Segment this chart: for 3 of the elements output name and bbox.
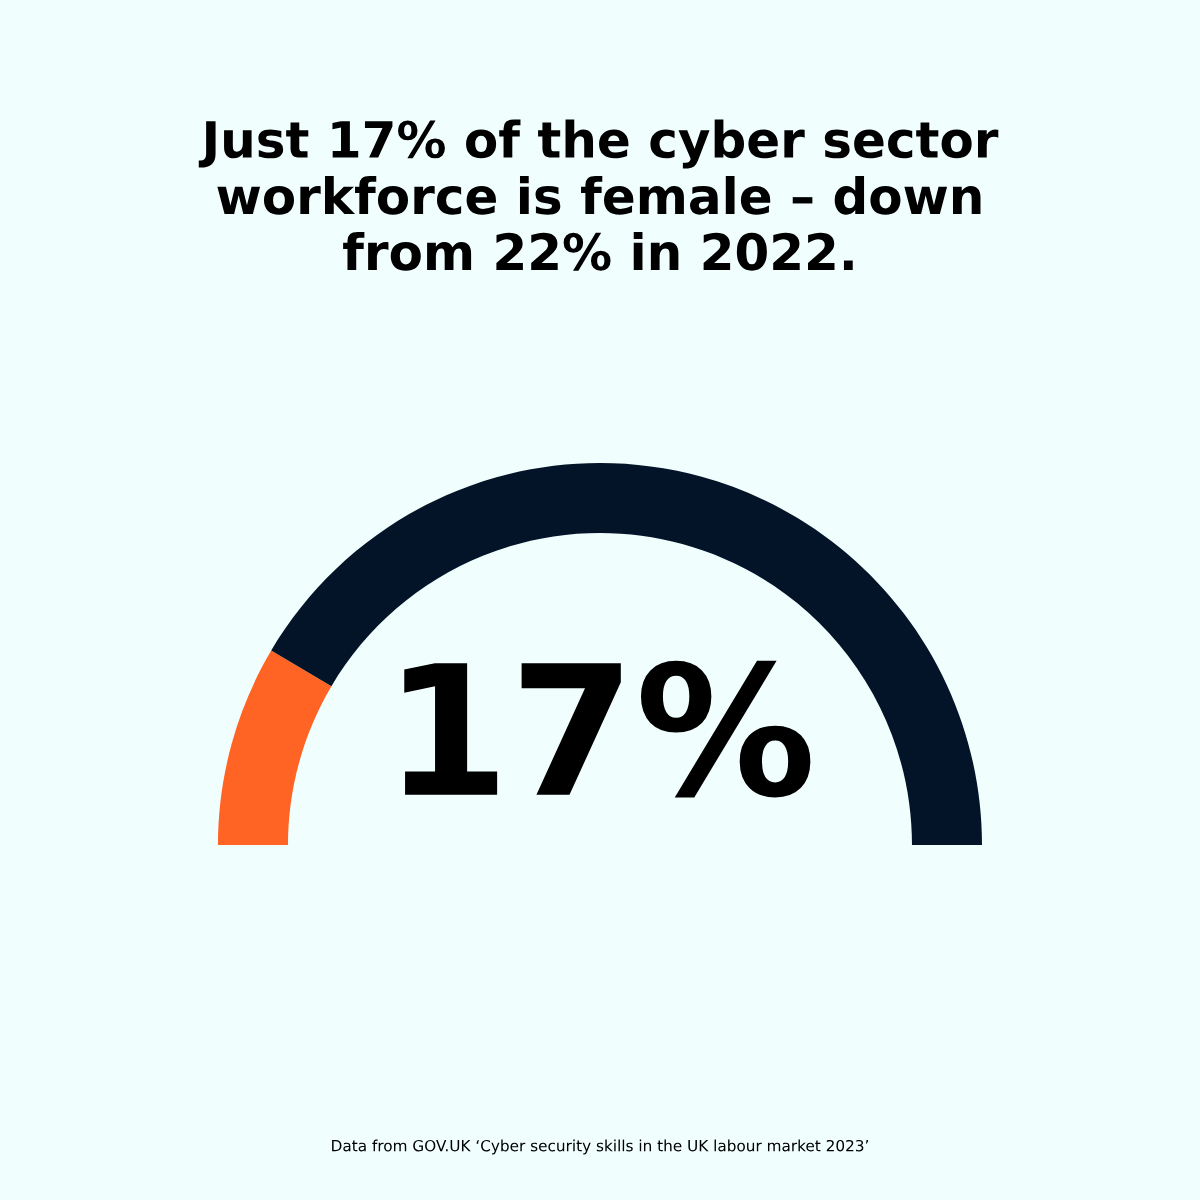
text: Data from GOV.UK ‘Cyber security skills in the UK labour market 2023’ [332,1139,869,1155]
text: 17% [404,660,811,798]
chart-title: Just 17% of the cyber sector workforce is female – down from 22% in 2022. [198,119,999,271]
